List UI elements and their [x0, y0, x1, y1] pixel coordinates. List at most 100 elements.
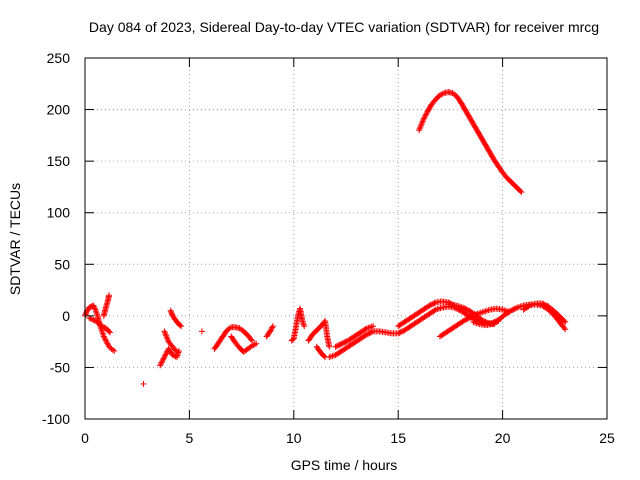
y-tick-label: 150: [47, 153, 71, 169]
data-point: [83, 310, 90, 317]
data-point: [482, 318, 489, 325]
data-point: [100, 333, 107, 340]
data-point: [467, 314, 474, 321]
data-point: [226, 325, 233, 332]
data-point: [400, 327, 407, 334]
y-tick-label: -50: [50, 359, 70, 375]
data-point: [419, 119, 426, 126]
data-point: [463, 306, 470, 313]
data-point: [157, 360, 164, 367]
data-point: [512, 305, 519, 312]
data-point: [198, 328, 205, 335]
data-point: [301, 323, 308, 330]
data-point: [460, 317, 467, 324]
data-point: [417, 124, 424, 131]
data-point: [479, 317, 486, 324]
data-point: [162, 331, 169, 338]
data-point: [249, 337, 256, 344]
data-point: [178, 323, 185, 330]
data-point: [250, 342, 257, 349]
data-point: [363, 331, 370, 338]
x-tick-label: 5: [186, 430, 194, 446]
data-point: [464, 315, 471, 322]
series-arc-6h: [211, 324, 256, 352]
data-point: [157, 362, 164, 369]
data-point: [101, 334, 108, 341]
data-point: [370, 323, 377, 330]
chart-title: Day 084 of 2023, Sidereal Day-to-day VTE…: [89, 19, 599, 35]
data-point: [168, 308, 175, 315]
data-point: [459, 304, 466, 311]
data-point: [562, 326, 569, 333]
data-point: [431, 300, 438, 307]
data-point: [438, 91, 445, 98]
data-point: [418, 121, 425, 128]
y-axis-label: SDTVAR / TECUs: [7, 183, 23, 295]
data-point: [396, 329, 403, 336]
data-point: [173, 348, 180, 355]
data-point: [102, 336, 109, 343]
data-point: [463, 316, 470, 323]
series-arc-4h-b: [161, 328, 180, 355]
series-arc-9h: [263, 323, 276, 340]
x-tick-label: 25: [599, 430, 615, 446]
data-point: [395, 330, 402, 337]
data-point: [91, 317, 98, 324]
data-point: [462, 316, 469, 323]
data-point: [366, 330, 373, 337]
data-point: [269, 323, 276, 330]
data-point: [511, 305, 518, 312]
x-tick-label: 15: [390, 430, 406, 446]
data-point: [106, 292, 113, 299]
data-point: [420, 116, 427, 123]
data-point: [158, 359, 165, 366]
series-start-arc-inner: [86, 314, 114, 336]
x-tick-label: 10: [286, 430, 302, 446]
data-point: [168, 310, 175, 317]
data-point: [107, 329, 114, 336]
series-arc-4h-c: [167, 307, 185, 330]
data-point: [164, 335, 171, 342]
data-point: [483, 319, 490, 326]
data-point: [491, 321, 498, 328]
data-point: [518, 189, 525, 196]
data-point: [429, 301, 436, 308]
data-point: [397, 329, 404, 336]
data-point: [561, 324, 568, 331]
data-point: [159, 358, 166, 365]
data-point: [160, 355, 167, 362]
series-arc-15h: [395, 298, 458, 330]
data-point: [162, 352, 169, 359]
data-points: [82, 89, 569, 387]
data-point: [333, 343, 340, 350]
y-tick-label: 200: [47, 102, 71, 118]
series-upper-arc: [416, 89, 525, 196]
data-point: [416, 127, 423, 134]
data-point: [509, 307, 516, 314]
data-point: [88, 316, 95, 323]
data-point: [111, 347, 118, 354]
series-arc-12h-b: [332, 323, 377, 350]
data-point: [561, 318, 568, 325]
data-point: [249, 342, 256, 349]
data-point: [481, 318, 488, 325]
data-point: [340, 340, 347, 347]
data-point: [338, 340, 345, 347]
data-point: [478, 316, 485, 323]
y-tick-label: 50: [54, 256, 70, 272]
data-point: [543, 302, 550, 309]
x-tick-label: 0: [81, 430, 89, 446]
data-point: [335, 342, 342, 349]
series-rising-spike: [100, 292, 113, 319]
data-point: [91, 305, 98, 312]
data-point: [461, 305, 468, 312]
data-point: [426, 302, 433, 309]
data-point: [109, 346, 116, 353]
grid: [85, 58, 607, 419]
data-point: [525, 303, 532, 310]
data-point: [100, 323, 107, 330]
data-point: [427, 301, 434, 308]
